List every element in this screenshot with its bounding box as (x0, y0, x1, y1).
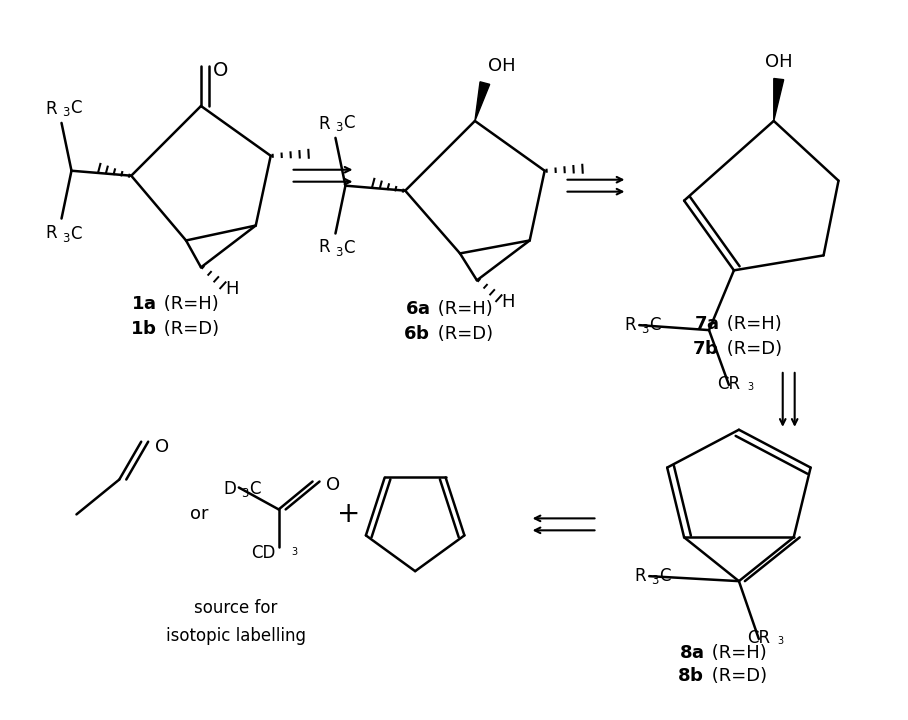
Text: $_3$C: $_3$C (335, 113, 356, 133)
Text: (R=D): (R=D) (721, 340, 782, 358)
Text: CR: CR (747, 629, 770, 647)
Text: $_3$C: $_3$C (651, 566, 672, 586)
Text: $\mathbf{7a}$: $\mathbf{7a}$ (694, 315, 719, 333)
Text: CR: CR (717, 375, 741, 393)
Text: $\mathbf{6b}$: $\mathbf{6b}$ (403, 325, 430, 343)
Text: or: or (190, 505, 208, 523)
Text: $\mathbf{1a}$: $\mathbf{1a}$ (131, 295, 156, 313)
Text: (R=H): (R=H) (706, 644, 766, 662)
Text: $_3$C: $_3$C (241, 480, 262, 500)
Text: R: R (635, 567, 646, 585)
Text: $_3$C: $_3$C (62, 223, 83, 243)
Text: $_3$C: $_3$C (335, 238, 356, 258)
Text: O: O (213, 61, 228, 80)
Text: O: O (155, 438, 169, 456)
Text: H: H (225, 280, 239, 298)
Polygon shape (774, 78, 784, 121)
Text: +: + (337, 500, 360, 528)
Polygon shape (475, 82, 489, 121)
Text: (R=D): (R=D) (158, 320, 219, 338)
Text: R: R (319, 238, 331, 256)
Text: $\mathbf{7b}$: $\mathbf{7b}$ (692, 340, 719, 358)
Text: R: R (625, 316, 637, 334)
Text: (R=D): (R=D) (432, 325, 493, 343)
Text: H: H (501, 293, 514, 311)
Text: $_3$C: $_3$C (62, 98, 83, 118)
Text: source for: source for (194, 599, 278, 617)
Text: O: O (327, 475, 340, 493)
Text: (R=H): (R=H) (432, 300, 493, 318)
Text: $\mathbf{6a}$: $\mathbf{6a}$ (405, 300, 430, 318)
Text: R: R (44, 100, 56, 118)
Text: CD: CD (252, 544, 276, 562)
Text: $_3$: $_3$ (776, 633, 785, 647)
Text: $_3$: $_3$ (291, 544, 298, 558)
Text: OH: OH (765, 53, 793, 71)
Text: (R=H): (R=H) (158, 295, 219, 313)
Text: (R=D): (R=D) (706, 667, 767, 685)
Text: $_3$C: $_3$C (641, 315, 662, 335)
Text: $\mathbf{8b}$: $\mathbf{8b}$ (677, 667, 704, 685)
Text: $_3$: $_3$ (747, 379, 755, 393)
Text: R: R (319, 115, 331, 133)
Text: R: R (44, 223, 56, 241)
Text: D: D (223, 480, 236, 498)
Text: (R=H): (R=H) (721, 315, 782, 333)
Text: $\mathbf{1b}$: $\mathbf{1b}$ (130, 320, 156, 338)
Text: isotopic labelling: isotopic labelling (166, 627, 306, 645)
Text: OH: OH (488, 57, 516, 75)
Text: $\mathbf{8a}$: $\mathbf{8a}$ (679, 644, 704, 662)
